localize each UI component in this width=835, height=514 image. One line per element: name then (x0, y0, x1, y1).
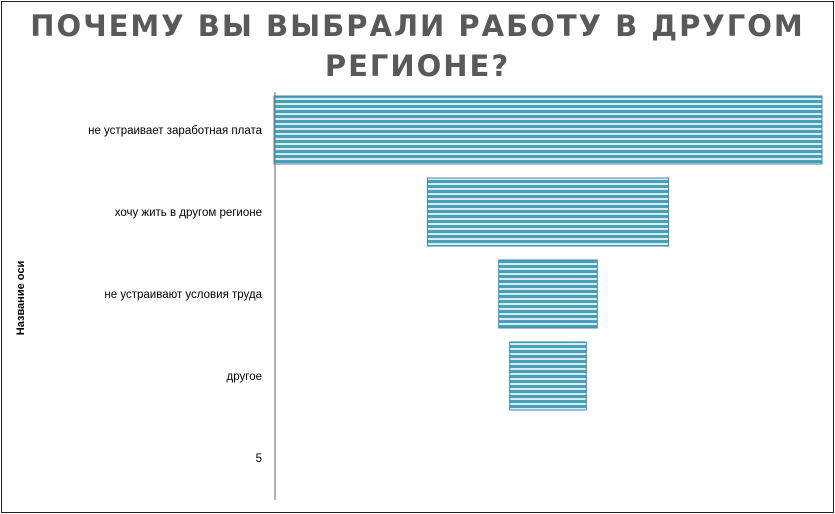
chart-title: ПОЧЕМУ ВЫ ВЫБРАЛИ РАБОТУ В ДРУГОМ РЕГИОН… (0, 6, 835, 86)
chart-title-line-2: РЕГИОНЕ? (324, 49, 511, 83)
bar-3 (498, 259, 598, 329)
category-label-4: другое (227, 371, 262, 383)
category-label-5: 5 (256, 453, 262, 465)
bar-4 (509, 341, 587, 411)
category-label-3: не устраивают условия труда (104, 289, 262, 301)
bar-1 (273, 95, 823, 165)
bar-2 (426, 177, 670, 247)
category-label-1: не устраивает заработная плата (88, 125, 262, 137)
category-label-2: хочу жить в другом регионе (115, 207, 262, 219)
category-labels-group: не устраивает заработная плата хочу жить … (88, 125, 262, 465)
chart-title-line-1: ПОЧЕМУ ВЫ ВЫБРАЛИ РАБОТУ В ДРУГОМ (30, 9, 805, 43)
bars-group (273, 95, 823, 411)
y-axis-title: Название оси (15, 261, 27, 335)
